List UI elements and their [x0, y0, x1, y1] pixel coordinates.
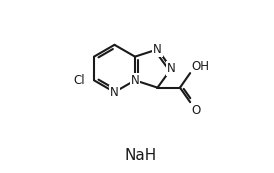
Text: NaH: NaH — [124, 148, 156, 163]
Text: N: N — [167, 62, 176, 75]
Text: N: N — [131, 74, 139, 87]
Text: OH: OH — [191, 60, 209, 72]
Text: O: O — [191, 103, 200, 117]
Text: N: N — [153, 43, 162, 56]
Text: N: N — [110, 86, 119, 99]
Text: Cl: Cl — [73, 74, 85, 87]
